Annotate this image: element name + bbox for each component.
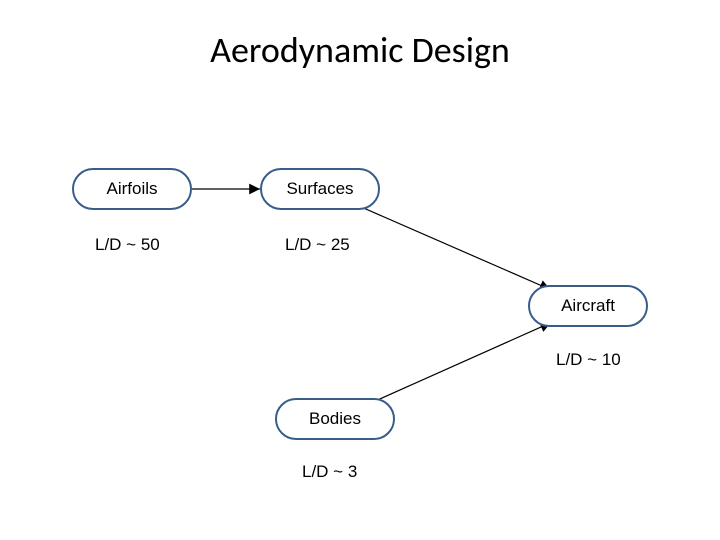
caption-bodies: L/D ~ 3	[302, 462, 357, 482]
node-airfoils-label: Airfoils	[106, 179, 157, 199]
diagram-canvas: Aerodynamic Design Airfoils L/D ~ 50 Sur…	[0, 0, 720, 540]
node-bodies: Bodies	[275, 398, 395, 440]
edge-surfaces-aircraft	[358, 205, 551, 289]
edge-bodies-aircraft	[372, 323, 551, 403]
node-surfaces: Surfaces	[260, 168, 380, 210]
node-aircraft: Aircraft	[528, 285, 648, 327]
page-title: Aerodynamic Design	[0, 28, 720, 72]
node-bodies-label: Bodies	[309, 409, 361, 429]
edges-layer	[0, 0, 720, 540]
node-surfaces-label: Surfaces	[286, 179, 353, 199]
node-aircraft-label: Aircraft	[561, 296, 615, 316]
caption-surfaces: L/D ~ 25	[285, 235, 350, 255]
node-airfoils: Airfoils	[72, 168, 192, 210]
caption-aircraft: L/D ~ 10	[556, 350, 621, 370]
caption-airfoils: L/D ~ 50	[95, 235, 160, 255]
